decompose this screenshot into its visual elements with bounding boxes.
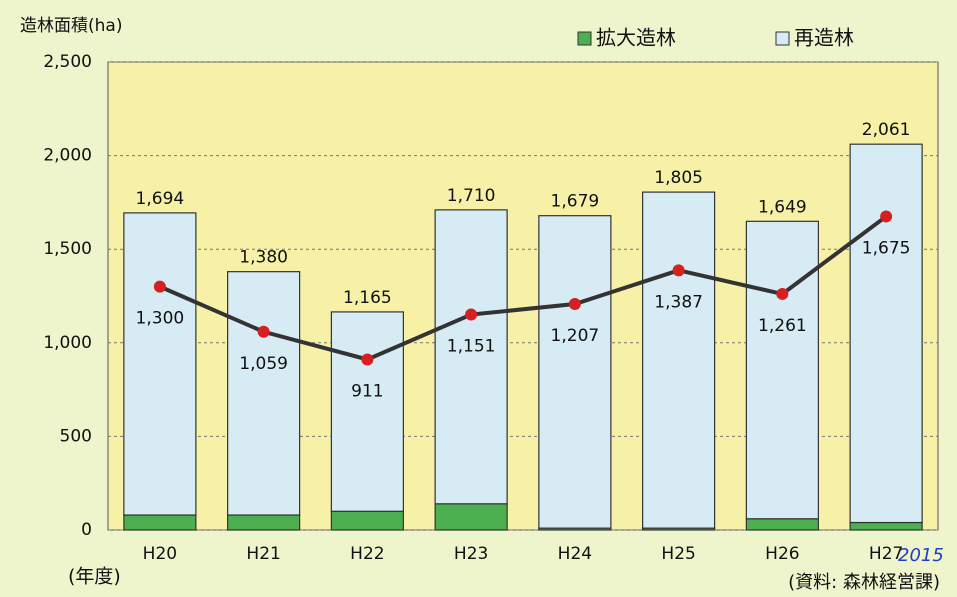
x-tick-label: H20 bbox=[143, 544, 177, 564]
x-tick-label: H24 bbox=[558, 544, 592, 564]
x-tick-label: H25 bbox=[661, 544, 695, 564]
y-tick-label: 1,500 bbox=[43, 239, 92, 259]
line-point bbox=[361, 353, 374, 366]
bar-segment bbox=[642, 191, 716, 529]
total-label: 1,710 bbox=[447, 186, 496, 206]
line-point bbox=[153, 280, 166, 293]
total-label: 1,380 bbox=[239, 248, 288, 268]
bar-segment bbox=[538, 215, 612, 529]
line-label: 1,151 bbox=[447, 337, 496, 357]
y-tick-label: 1,000 bbox=[43, 333, 92, 353]
line-label: 1,675 bbox=[862, 238, 911, 258]
bar-segment bbox=[227, 271, 301, 516]
line-point bbox=[257, 325, 270, 338]
bar-segment bbox=[745, 220, 819, 520]
line-label: 1,059 bbox=[239, 354, 288, 374]
y-tick-label: 2,000 bbox=[43, 146, 92, 166]
source: (資料: 森林経営課) bbox=[788, 572, 940, 593]
legend-label: 拡大造林 bbox=[596, 26, 676, 50]
line-point bbox=[880, 210, 893, 223]
annotation: 2015 bbox=[898, 545, 944, 566]
total-label: 1,694 bbox=[136, 189, 185, 209]
total-label: 1,805 bbox=[654, 168, 703, 188]
line bbox=[159, 214, 888, 362]
total-label: 2,061 bbox=[862, 120, 911, 140]
total-label: 1,649 bbox=[758, 197, 807, 217]
bar-segment bbox=[123, 212, 197, 516]
x-tick-label: H21 bbox=[246, 544, 280, 564]
y-tick-label: 500 bbox=[60, 426, 92, 446]
line-point bbox=[672, 264, 685, 277]
x-tick-label: H23 bbox=[454, 544, 488, 564]
legend-swatch bbox=[775, 31, 790, 46]
line-label: 911 bbox=[351, 381, 383, 401]
total-label: 1,165 bbox=[343, 288, 392, 308]
y-tick-label: 2,500 bbox=[43, 52, 92, 72]
bar-segment bbox=[123, 514, 197, 531]
line-point bbox=[465, 308, 478, 321]
line-point bbox=[568, 298, 581, 311]
bar-segment bbox=[330, 311, 404, 512]
y-tick-label: 0 bbox=[81, 520, 92, 540]
total-label: 1,679 bbox=[551, 192, 600, 212]
legend-swatch bbox=[577, 31, 592, 46]
line-point bbox=[776, 287, 789, 300]
x-axis-title: (年度) bbox=[68, 566, 121, 588]
bar-segment bbox=[227, 514, 301, 531]
line-label: 1,300 bbox=[136, 309, 185, 329]
bar-segment bbox=[849, 521, 923, 531]
line-label: 1,207 bbox=[551, 326, 600, 346]
bar-segment bbox=[330, 510, 404, 531]
bar-segment bbox=[434, 503, 508, 531]
bar-segment bbox=[745, 518, 819, 531]
x-tick-label: H22 bbox=[350, 544, 384, 564]
line-label: 1,261 bbox=[758, 316, 807, 336]
legend-label: 再造林 bbox=[794, 26, 854, 50]
x-tick-label: H27 bbox=[869, 544, 903, 564]
x-tick-label: H26 bbox=[765, 544, 799, 564]
bar-segment bbox=[849, 143, 923, 524]
bar-segment bbox=[434, 209, 508, 505]
y-axis-title: 造林面積(ha) bbox=[20, 16, 122, 36]
line-label: 1,387 bbox=[654, 292, 703, 312]
